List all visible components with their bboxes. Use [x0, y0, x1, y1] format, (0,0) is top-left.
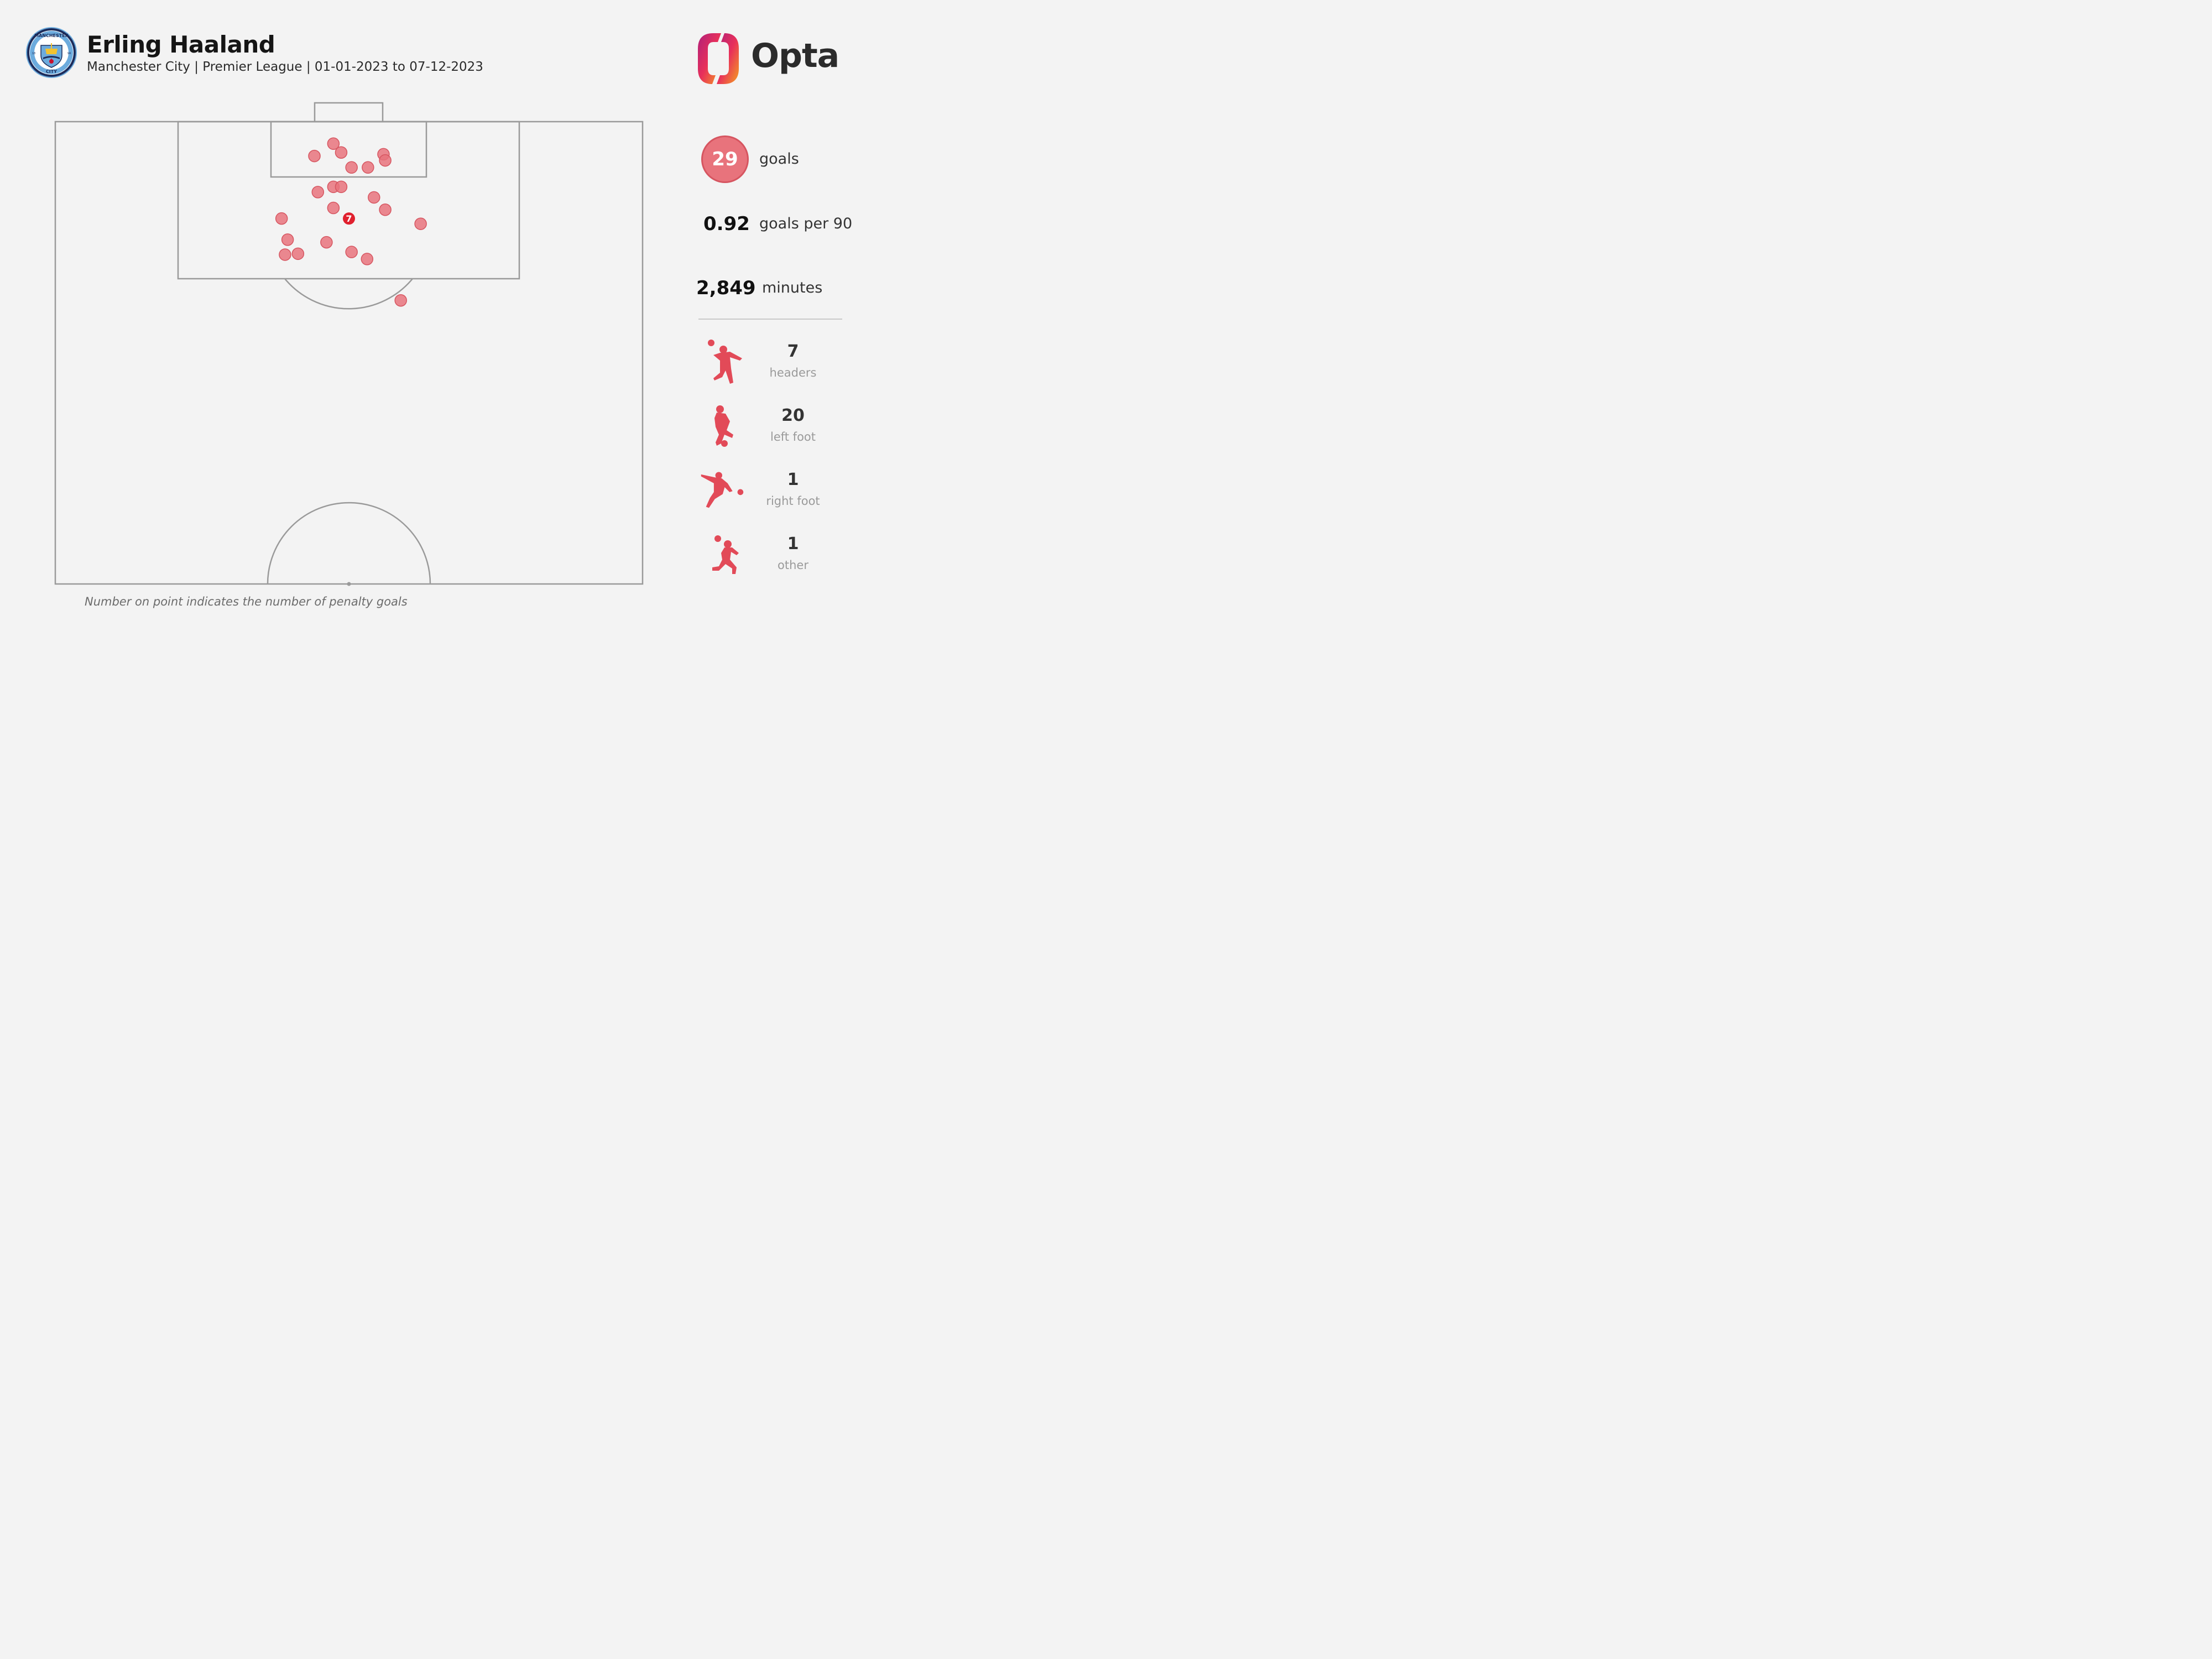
opta-logo-icon	[698, 33, 739, 84]
goal-point	[281, 233, 294, 246]
centre-spot	[347, 582, 351, 586]
left-foot-player-icon	[714, 405, 733, 447]
goal-point	[291, 247, 305, 260]
other-label: other	[778, 559, 808, 572]
goal-point	[368, 191, 380, 204]
goal-point	[279, 248, 291, 261]
stats-divider	[698, 319, 842, 320]
goals-per-90-value: 0.92	[703, 213, 750, 235]
chart-subtitle: Manchester City | Premier League | 01-01…	[87, 60, 483, 74]
other-count: 1	[787, 534, 799, 554]
goal-points	[275, 137, 427, 307]
goal-point	[327, 201, 340, 215]
goal-point	[308, 149, 321, 163]
pitch-outline	[54, 121, 644, 585]
goal-point	[379, 154, 392, 167]
goals-total-badge: 29	[701, 135, 749, 183]
crest-year-left: 18	[32, 52, 35, 55]
minutes-label: minutes	[762, 279, 823, 296]
other-player-icon	[712, 535, 739, 574]
left-foot-label: left foot	[770, 430, 816, 444]
opta-brand-text: Opta	[751, 36, 839, 75]
goal-frame	[314, 102, 384, 123]
goal-point	[335, 180, 348, 194]
crest-text-bottom: CITY	[46, 69, 57, 74]
goal-point	[320, 236, 333, 249]
goal-point	[311, 186, 325, 199]
goal-point	[414, 217, 427, 230]
goal-point	[394, 294, 407, 307]
six-yard-box	[270, 121, 427, 178]
goal-point	[361, 253, 374, 265]
goal-point	[327, 137, 340, 150]
left-foot-count: 20	[781, 406, 805, 425]
penalty-points: 7	[343, 212, 355, 225]
goal-point	[345, 246, 358, 258]
goal-point	[345, 161, 358, 174]
goal-point	[335, 146, 348, 159]
penalty-goal-count-label: 7	[346, 213, 352, 224]
crest-text-top: MANCHESTER	[34, 33, 69, 38]
right-foot-label: right foot	[766, 494, 820, 508]
pitch-lines	[54, 102, 644, 585]
headers-label: headers	[769, 366, 817, 379]
manchester-city-crest-icon: MANCHESTER CITY 18 94	[26, 27, 77, 78]
goal-point	[362, 161, 374, 174]
penalty-goal-point	[343, 212, 355, 225]
centre-circle-arc	[267, 502, 431, 585]
header-player-icon	[708, 340, 742, 384]
footnote: Number on point indicates the number of …	[85, 595, 408, 608]
goals-label: goals	[759, 150, 799, 168]
penalty-arc	[284, 278, 413, 310]
goal-point	[379, 203, 392, 216]
shot-map: 7	[54, 102, 644, 586]
right-foot-player-icon	[701, 472, 744, 508]
goals-per-90-label: goals per 90	[759, 215, 853, 232]
crest-year-right: 94	[67, 52, 71, 55]
player-name: Erling Haaland	[87, 31, 275, 58]
headers-count: 7	[787, 342, 799, 361]
minutes-value: 2,849	[696, 277, 756, 299]
right-foot-count: 1	[787, 470, 799, 489]
goal-point	[275, 212, 288, 225]
